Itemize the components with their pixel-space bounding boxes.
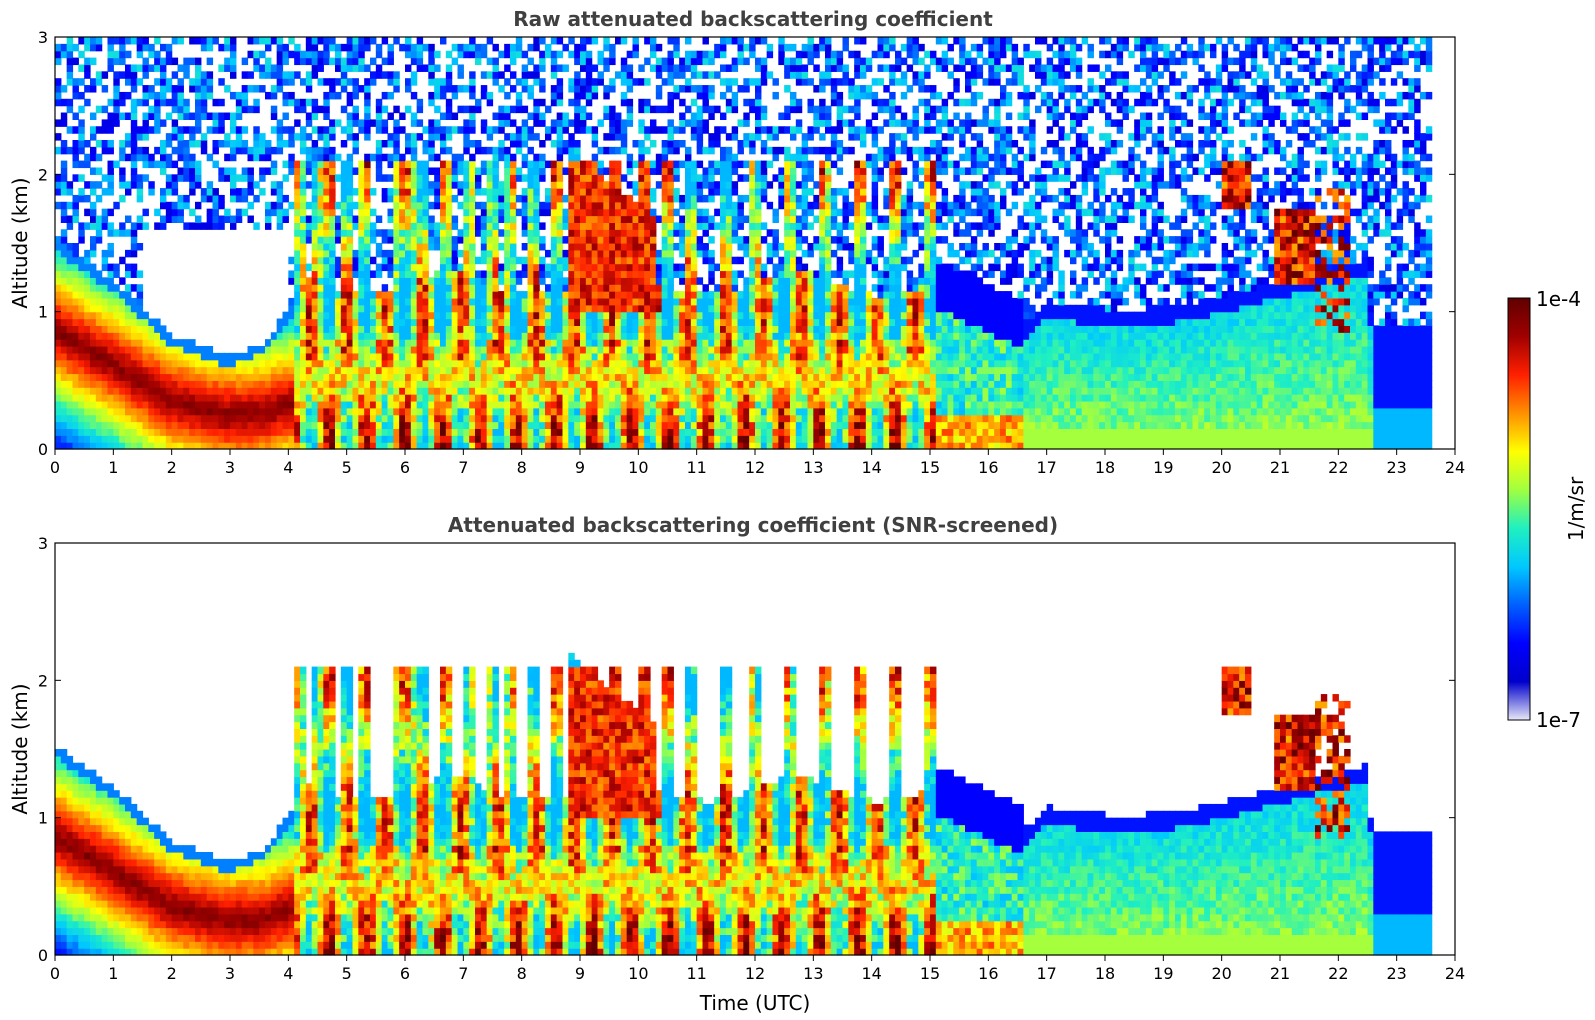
x-tick-label: 9 — [575, 458, 585, 477]
x-tick-label: 23 — [1386, 458, 1406, 477]
x-axis: 0 1 2 3 4 5 6 7 8 9 10 11 12 13 14 15 16 17 18 19 20 21 22 23 24 — [50, 449, 1465, 477]
x-tick-label: 21 — [1270, 458, 1290, 477]
heatmap-layer — [55, 652, 1433, 956]
x-tick-label: 15 — [920, 964, 940, 983]
x-tick-label: 12 — [745, 458, 765, 477]
x-tick-label: 20 — [1211, 964, 1231, 983]
x-tick-label: 9 — [575, 964, 585, 983]
y-tick-label: 1 — [38, 303, 48, 322]
snr-screened-panel: Attenuated backscattering coefficient (S… — [8, 513, 1465, 1015]
x-tick-label: 19 — [1153, 964, 1173, 983]
y-tick-label: 3 — [38, 28, 48, 47]
heatmap-layer — [55, 37, 1433, 450]
x-tick-label: 7 — [458, 964, 468, 983]
x-tick-label: 16 — [978, 458, 998, 477]
x-tick-label: 17 — [1036, 964, 1056, 983]
y-tick-label: 1 — [38, 809, 48, 828]
x-tick-label: 8 — [517, 964, 527, 983]
y-tick-label: 0 — [38, 946, 48, 965]
y-axis: 0 1 2 3 — [38, 534, 1455, 965]
colorbar: 1e-4 1e-7 1/m/sr — [1507, 287, 1588, 732]
x-tick-label: 8 — [517, 458, 527, 477]
colorbar-max-label: 1e-4 — [1536, 287, 1581, 311]
x-tick-label: 22 — [1328, 964, 1348, 983]
x-tick-label: 18 — [1095, 964, 1115, 983]
x-tick-label: 21 — [1270, 964, 1290, 983]
x-tick-label: 5 — [342, 458, 352, 477]
x-tick-label: 15 — [920, 458, 940, 477]
x-axis: 0 1 2 3 4 5 6 7 8 9 10 11 12 13 14 15 16 17 18 19 20 21 22 23 24 — [50, 955, 1465, 983]
x-tick-label: 14 — [861, 458, 881, 477]
x-tick-label: 18 — [1095, 458, 1115, 477]
x-tick-label: 23 — [1386, 964, 1406, 983]
x-tick-label: 12 — [745, 964, 765, 983]
x-tick-label: 2 — [167, 964, 177, 983]
x-tick-label: 24 — [1445, 964, 1465, 983]
y-tick-label: 3 — [38, 534, 48, 553]
x-tick-label: 0 — [50, 458, 60, 477]
x-tick-label: 1 — [108, 458, 118, 477]
x-tick-label: 5 — [342, 964, 352, 983]
y-tick-label: 2 — [38, 671, 48, 690]
x-tick-label: 0 — [50, 964, 60, 983]
x-tick-label: 13 — [803, 458, 823, 477]
x-axis-label: Time (UTC) — [699, 991, 811, 1015]
panel-title: Attenuated backscattering coefficient (S… — [448, 513, 1058, 537]
x-tick-label: 10 — [628, 458, 648, 477]
x-tick-label: 11 — [686, 458, 706, 477]
x-tick-label: 13 — [803, 964, 823, 983]
x-tick-label: 3 — [225, 964, 235, 983]
x-tick-label: 3 — [225, 458, 235, 477]
x-tick-label: 20 — [1211, 458, 1231, 477]
x-tick-label: 19 — [1153, 458, 1173, 477]
y-tick-label: 0 — [38, 440, 48, 459]
x-tick-label: 22 — [1328, 458, 1348, 477]
colorbar-min-label: 1e-7 — [1536, 708, 1581, 732]
x-tick-label: 17 — [1036, 458, 1056, 477]
x-tick-label: 11 — [686, 964, 706, 983]
colorbar-gradient — [1507, 297, 1531, 721]
raw-backscatter-panel: Raw attenuated backscattering coefficien… — [8, 7, 1465, 477]
x-tick-label: 14 — [861, 964, 881, 983]
x-tick-label: 6 — [400, 964, 410, 983]
panel-title: Raw attenuated backscattering coefficien… — [513, 7, 993, 31]
y-tick-label: 2 — [38, 165, 48, 184]
x-tick-label: 4 — [283, 458, 293, 477]
x-tick-label: 6 — [400, 458, 410, 477]
x-tick-label: 24 — [1445, 458, 1465, 477]
x-tick-label: 10 — [628, 964, 648, 983]
y-axis-label: Altitude (km) — [8, 683, 32, 814]
y-axis: 0 1 2 3 — [38, 28, 1455, 459]
x-tick-label: 1 — [108, 964, 118, 983]
x-tick-label: 16 — [978, 964, 998, 983]
y-axis-label: Altitude (km) — [8, 177, 32, 308]
x-tick-label: 4 — [283, 964, 293, 983]
x-tick-label: 2 — [167, 458, 177, 477]
colorbar-unit-label: 1/m/sr — [1564, 476, 1588, 541]
x-tick-label: 7 — [458, 458, 468, 477]
